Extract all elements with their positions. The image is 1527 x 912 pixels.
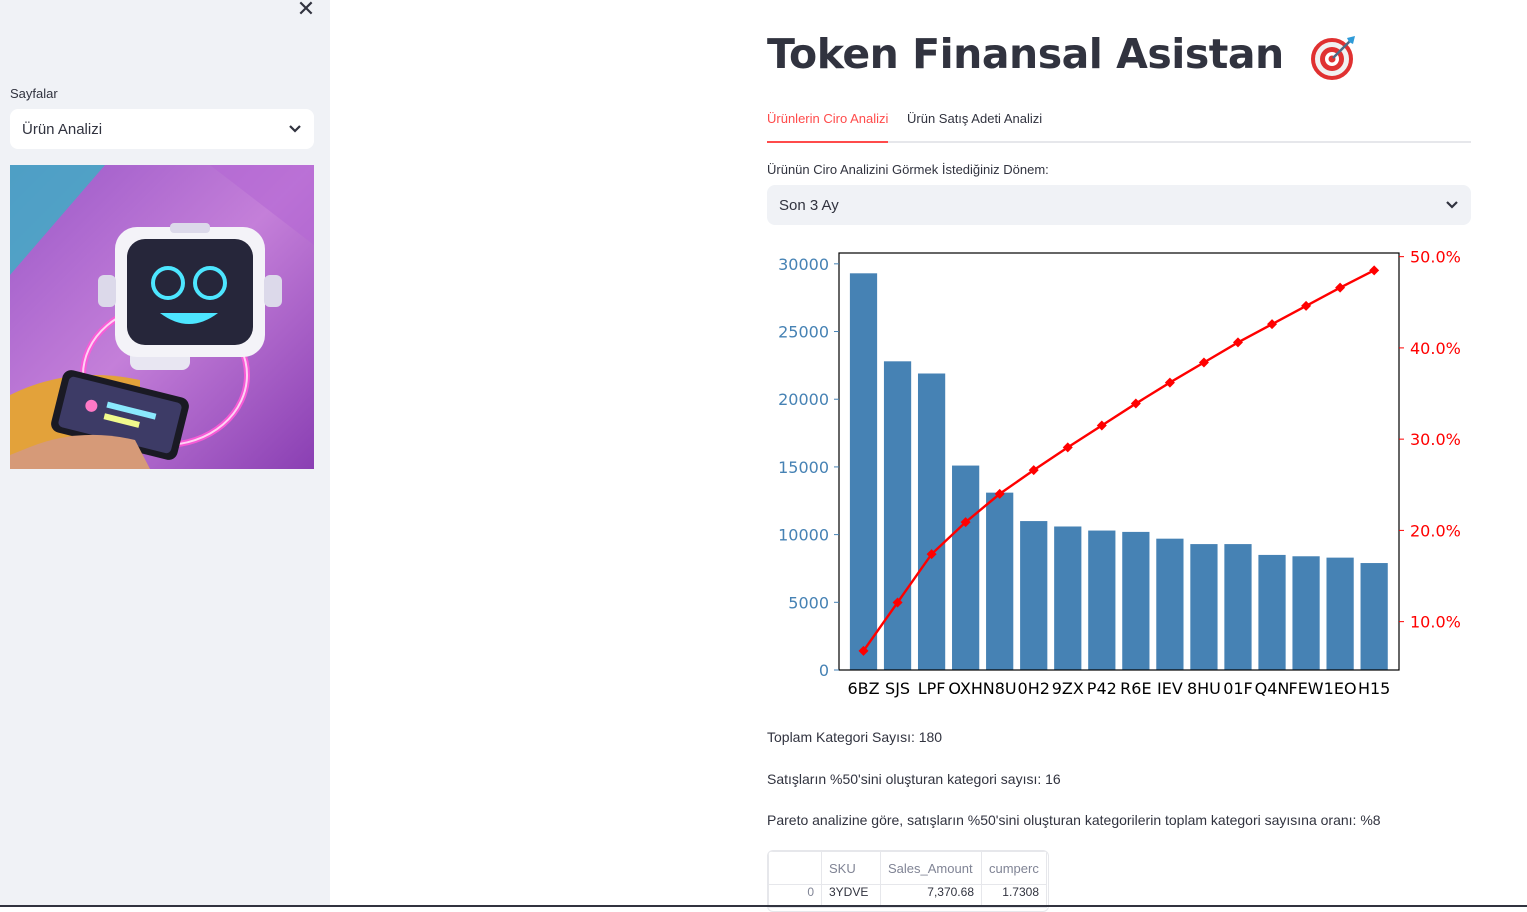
cumulative-point (1096, 420, 1107, 431)
x-tick-label: R6E (1120, 679, 1151, 698)
table-header-cumperc[interactable]: cumperc (981, 851, 1047, 885)
tab-bar: Ürünlerin Ciro Analizi Ürün Satış Adeti … (767, 108, 1471, 143)
period-label: Ürünün Ciro Analizini Görmek İstediğiniz… (767, 162, 1049, 177)
sidebar: ✕ Sayfalar Ürün Analizi (0, 0, 330, 907)
bar-LPF (917, 373, 946, 670)
y-tick-label: 10000 (778, 526, 829, 545)
y-tick-label: 5000 (788, 593, 829, 612)
bar-8HU (1190, 544, 1218, 670)
period-select-value: Son 3 Ay (779, 196, 839, 214)
table-cell-sku: 3YDVE (821, 884, 881, 908)
bar-N8U (986, 492, 1014, 670)
y2-tick-label: 40.0% (1410, 339, 1461, 358)
x-tick-label: 1EO (1324, 679, 1357, 698)
pages-select-value: Ürün Analizi (22, 120, 103, 138)
table-row[interactable]: 0 3YDVE 7,370.68 1.7308 (768, 884, 1047, 908)
y-tick-label: 0 (819, 661, 829, 680)
page-title-text: Token Finansal Asistan (767, 30, 1284, 78)
x-tick-label: 8HU (1187, 679, 1221, 698)
cumulative-point (1130, 398, 1141, 409)
bottom-divider (0, 905, 1527, 907)
bar-R6E (1122, 531, 1150, 670)
bar-SJS (883, 361, 912, 670)
bar-01F (1224, 544, 1252, 670)
bar-1EO (1326, 557, 1354, 670)
bar-FEW (1292, 556, 1320, 670)
x-tick-label: FEW (1288, 679, 1323, 698)
bar-P42 (1088, 530, 1116, 670)
y-tick-label: 15000 (778, 458, 829, 477)
tab-satis-adeti-analizi[interactable]: Ürün Satış Adeti Analizi (907, 111, 1043, 126)
pages-label: Sayfalar (10, 86, 58, 101)
x-tick-label: SJS (885, 679, 910, 698)
chevron-down-icon (1446, 201, 1458, 209)
cumulative-point (858, 645, 869, 656)
bar-IEV (1156, 538, 1184, 670)
x-tick-label: IEV (1157, 679, 1183, 698)
y2-tick-label: 20.0% (1410, 521, 1461, 540)
sales-table[interactable]: SKU Sales_Amount cumperc 0 3YDVE 7,370.6… (767, 850, 1049, 912)
plot-frame (838, 252, 1400, 671)
table-header-index[interactable] (768, 851, 822, 885)
y-tick-label: 25000 (778, 323, 829, 342)
cumulative-point (1198, 357, 1209, 368)
x-tick-label: P42 (1087, 679, 1117, 698)
y2-tick-label: 10.0% (1410, 613, 1461, 632)
bar-Q4N (1258, 554, 1286, 670)
bar-OXH (952, 465, 980, 670)
x-tick-label: Q4N (1255, 679, 1290, 698)
x-tick-label: OXH (948, 679, 983, 698)
cumulative-point (1335, 282, 1346, 293)
stat-half-categories: Satışların %50'sini oluşturan kategori s… (767, 771, 1061, 787)
tab-ciro-analizi[interactable]: Ürünlerin Ciro Analizi (767, 111, 889, 143)
cumulative-point (1164, 377, 1175, 388)
x-tick-label: 9ZX (1052, 679, 1084, 698)
cumulative-point (1267, 319, 1278, 330)
target-icon (1311, 36, 1356, 80)
table-cell-index: 0 (768, 884, 822, 908)
cumulative-point (960, 517, 971, 528)
cumulative-point (1028, 465, 1039, 476)
robot-assistant-image (10, 165, 314, 469)
y2-tick-label: 30.0% (1410, 430, 1461, 449)
pages-select[interactable]: Ürün Analizi (10, 109, 314, 149)
pareto-chart-svg: 6BZ SJS LPF OXH N8U 0H2 9ZX P42 R6E IEV 8HU 01F Q4N F… (778, 248, 1461, 698)
y2-tick-label: 50.0% (1410, 248, 1461, 267)
x-tick-label: 6BZ (847, 679, 879, 698)
bar-6BZ (849, 273, 878, 670)
table-header-sales-amount[interactable]: Sales_Amount (880, 851, 982, 885)
stat-pareto-ratio: Pareto analizine göre, satışların %50'si… (767, 812, 1381, 828)
period-select[interactable]: Son 3 Ay (767, 185, 1471, 225)
chevron-down-icon (289, 125, 301, 133)
cumulative-point (926, 549, 937, 560)
x-tick-label: N8U (983, 679, 1017, 698)
stat-total-categories: Toplam Kategori Sayısı: 180 (767, 729, 943, 745)
cumulative-point (1062, 442, 1073, 453)
cumulative-point (1369, 265, 1380, 276)
pareto-chart: 6BZ SJS LPF OXH N8U 0H2 9ZX P42 R6E IEV 8HU 01F Q4N F… (767, 235, 1467, 710)
table-header-sku[interactable]: SKU (821, 851, 881, 885)
cumulative-point (994, 488, 1005, 499)
x-tick-label: LPF (918, 679, 946, 698)
page-title: Token Finansal Asistan (767, 30, 1357, 80)
cumulative-point (1232, 337, 1243, 348)
cumulative-point (1301, 300, 1312, 311)
table-header-row: SKU Sales_Amount cumperc (768, 851, 1047, 885)
y-tick-label: 20000 (778, 390, 829, 409)
cumulative-percentage-line (862, 269, 1375, 652)
bar-9ZX (1054, 526, 1082, 670)
table-cell-cumperc: 1.7308 (981, 884, 1047, 908)
y-tick-label: 30000 (778, 255, 829, 274)
x-tick-label: H15 (1358, 679, 1390, 698)
bar-H15 (1360, 563, 1388, 670)
bar-0H2 (1020, 521, 1048, 670)
close-sidebar-button[interactable]: ✕ (296, 0, 316, 21)
x-tick-label: 0H2 (1018, 679, 1050, 698)
x-tick-label: 01F (1223, 679, 1253, 698)
cumulative-point (892, 597, 903, 608)
